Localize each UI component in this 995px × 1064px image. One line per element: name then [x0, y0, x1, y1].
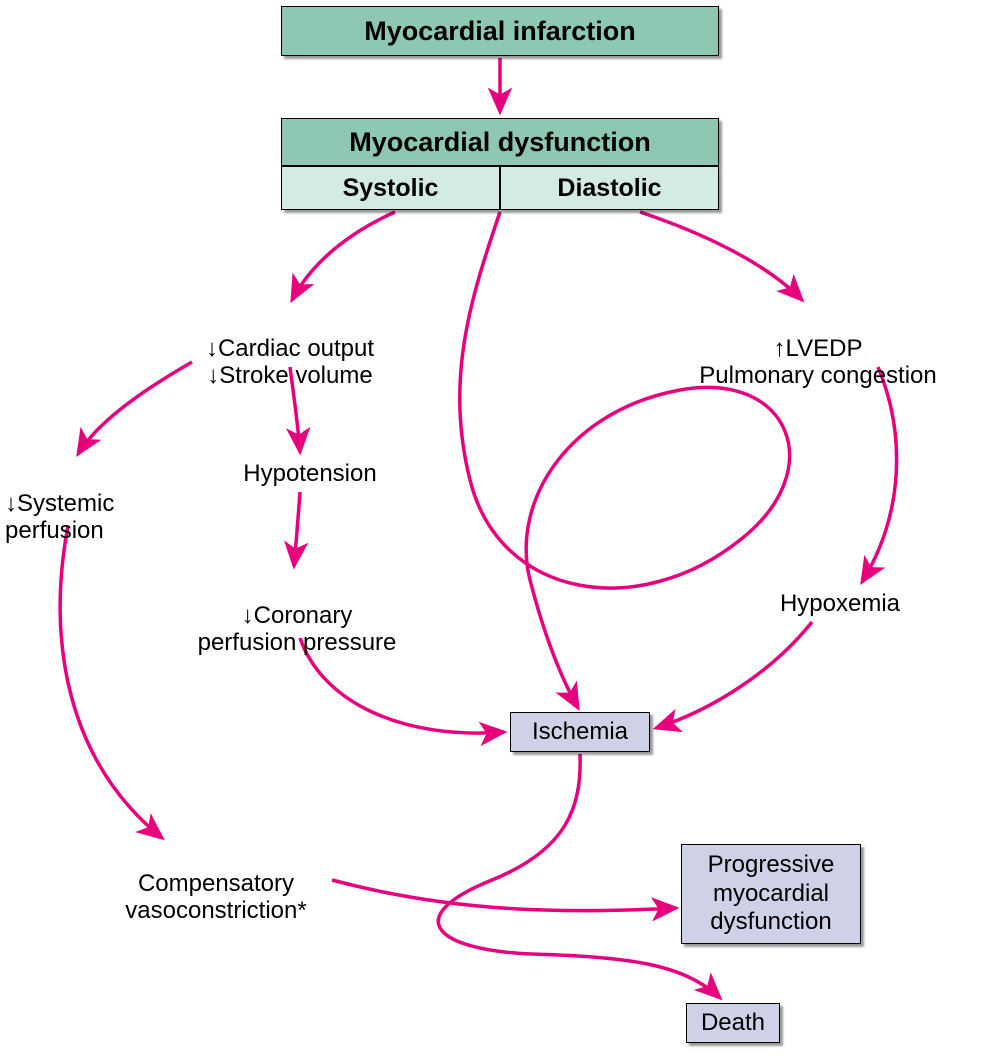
node-myocardial-infarction: Myocardial infarction	[281, 6, 719, 56]
label: ↓Coronary perfusion pressure	[198, 602, 397, 657]
label: Myocardial infarction	[364, 16, 636, 47]
node-lvedp: ↑LVEDP Pulmonary congestion	[668, 307, 968, 390]
label: ↓Cardiac output ↓Stroke volume	[206, 335, 374, 390]
node-death: Death	[686, 1003, 780, 1043]
label: Death	[701, 1009, 765, 1037]
label: Hypotension	[243, 460, 376, 487]
label: Progressive myocardial dysfunction	[708, 851, 835, 937]
node-ischemia: Ischemia	[510, 712, 650, 752]
node-systemic-perfusion: ↓Systemic perfusion	[5, 462, 165, 545]
node-hypoxemia: Hypoxemia	[760, 590, 920, 618]
label: Myocardial dysfunction	[349, 127, 651, 158]
label: ↓Systemic perfusion	[5, 490, 114, 545]
label: Ischemia	[532, 718, 628, 746]
node-hypotension: Hypotension	[220, 460, 400, 488]
label: Hypoxemia	[780, 590, 900, 617]
label: Compensatory vasoconstriction*	[125, 870, 306, 925]
label: Diastolic	[557, 174, 661, 203]
node-coronary-perfusion-pressure: ↓Coronary perfusion pressure	[172, 574, 422, 657]
node-compensatory-vasoconstriction: Compensatory vasoconstriction*	[96, 842, 336, 925]
node-diastolic: Diastolic	[500, 166, 719, 210]
node-myocardial-dysfunction: Myocardial dysfunction	[281, 118, 719, 166]
label: Systolic	[343, 174, 439, 203]
node-cardiac-output: ↓Cardiac output ↓Stroke volume	[190, 307, 390, 390]
label: ↑LVEDP Pulmonary congestion	[699, 335, 936, 390]
node-systolic: Systolic	[281, 166, 500, 210]
node-progressive-myocardial-dysfunction: Progressive myocardial dysfunction	[681, 844, 861, 944]
